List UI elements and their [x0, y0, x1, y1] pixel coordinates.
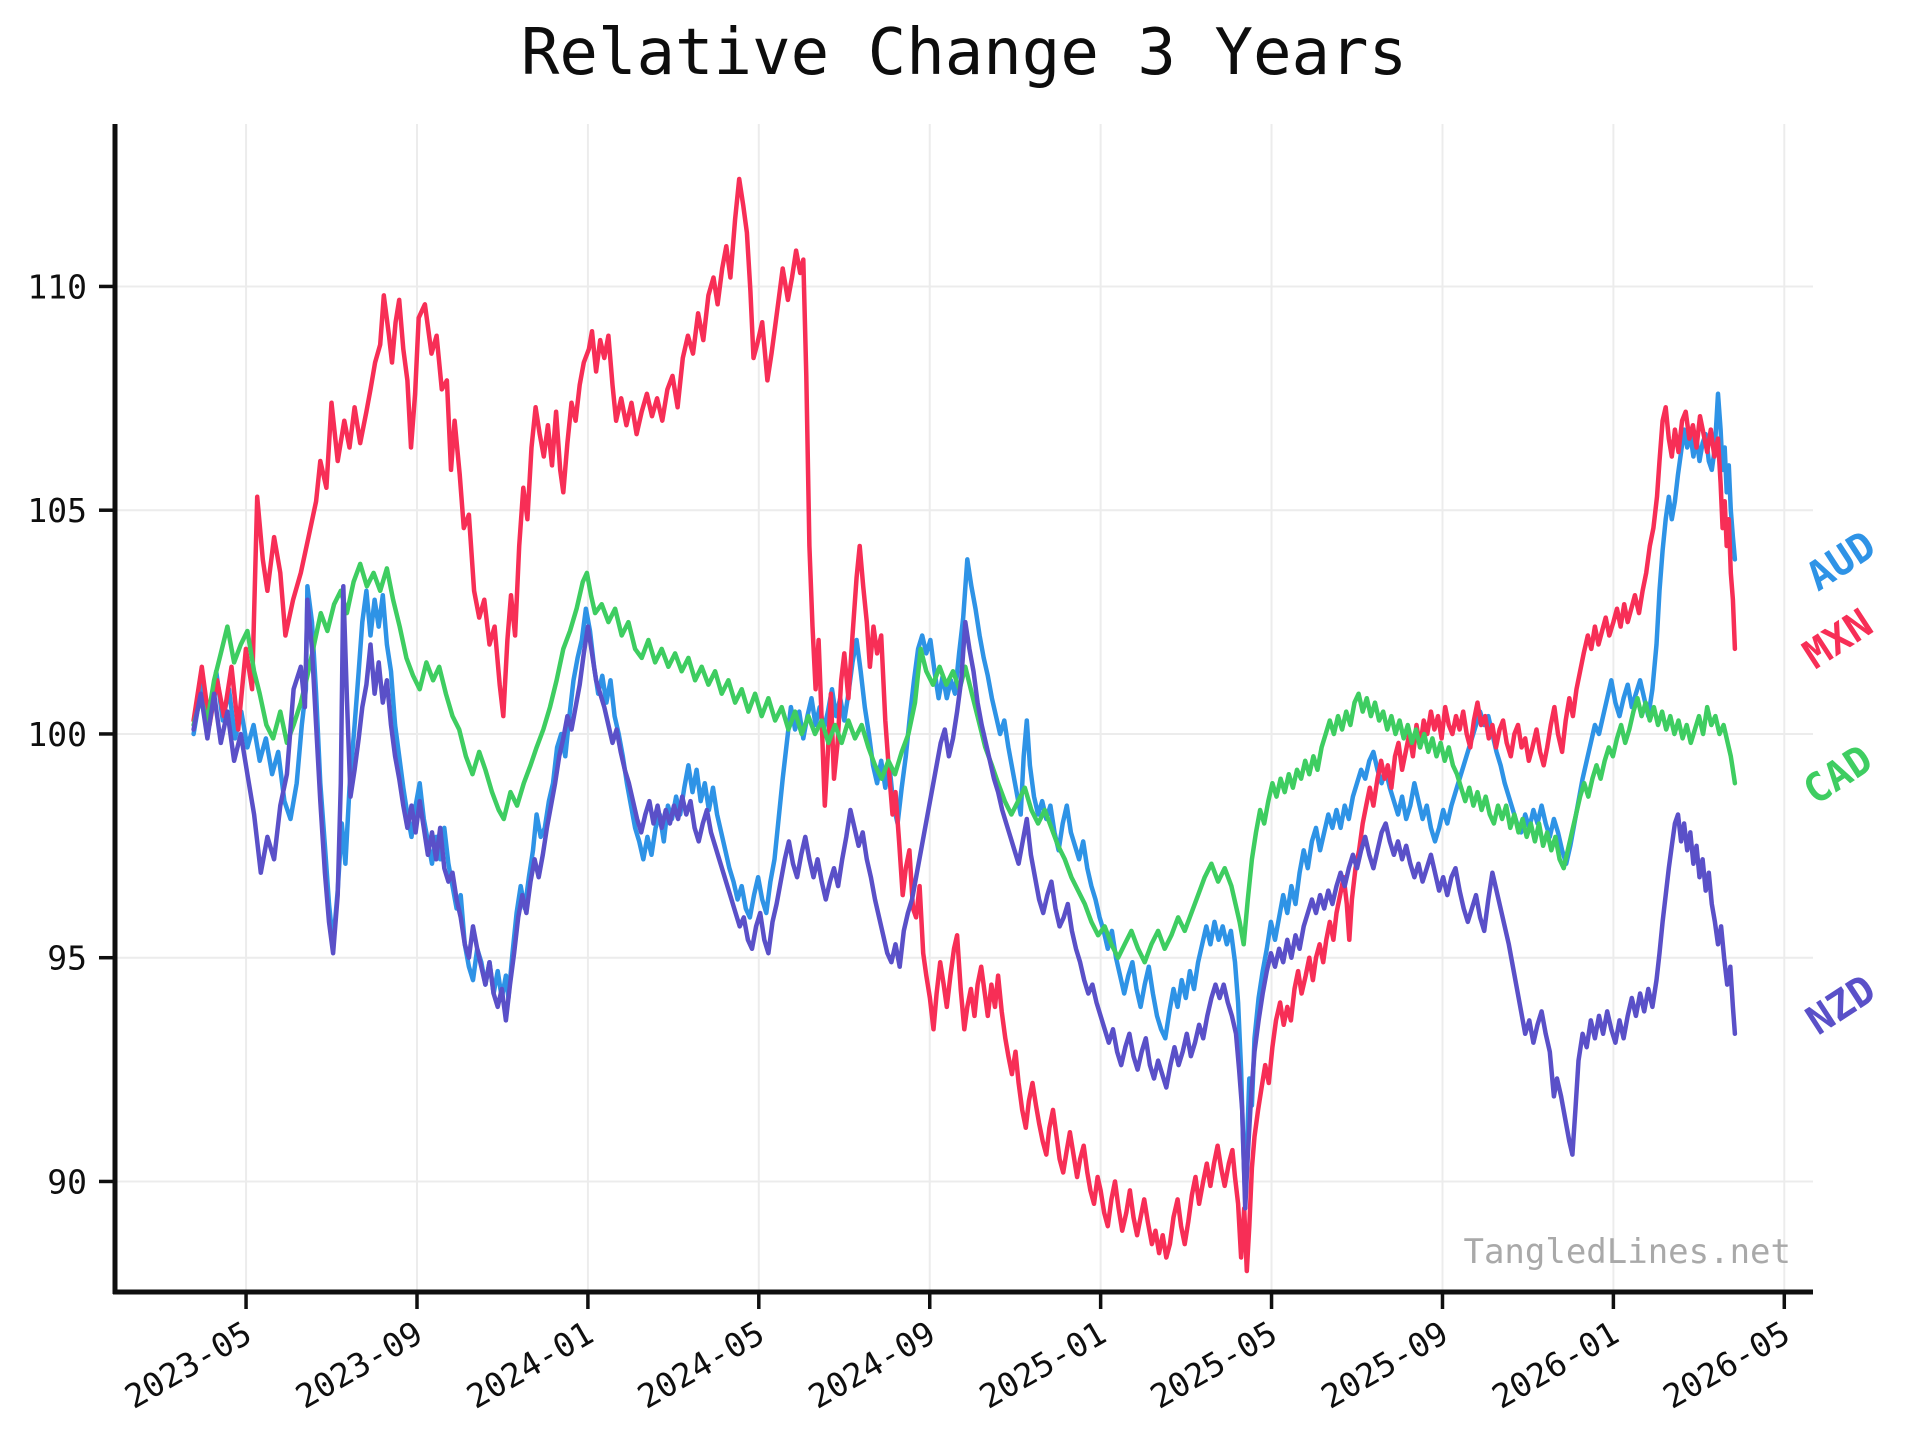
x-tick-label: 2026-05 [1656, 1313, 1796, 1416]
series-line-mxn [191, 176, 1738, 1274]
y-tick-label: 105 [27, 491, 87, 530]
x-tick-label: 2025-01 [973, 1313, 1113, 1416]
y-tick-label: 100 [27, 715, 87, 754]
x-tick-label: 2024-05 [631, 1313, 771, 1416]
legend-label-mxn: MXN [1795, 600, 1881, 678]
y-tick-label: 110 [27, 267, 87, 306]
chart-title: Relative Change 3 Years [521, 16, 1407, 90]
legend-label-nzd: NZD [1798, 966, 1884, 1044]
y-tick-label: 90 [47, 1162, 87, 1201]
legend-label-cad: CAD [1795, 736, 1881, 814]
plot-area: 90 95 100 105 110 2023-05 2023-09 2024-01 2024-0… [27, 124, 1813, 1416]
x-tick-label: 2024-01 [460, 1313, 600, 1416]
x-tick-label: 2023-09 [289, 1313, 429, 1416]
x-tick-label: 2026-01 [1485, 1313, 1625, 1416]
series-line-nzd [191, 584, 1738, 1211]
y-tick-label: 95 [47, 939, 87, 978]
x-tick-label: 2025-09 [1315, 1313, 1455, 1416]
series-line-cad [191, 561, 1738, 965]
watermark: TangledLines.net [1463, 1232, 1791, 1272]
legend-label-aud: AUD [1798, 522, 1884, 600]
x-tick-label: 2025-05 [1144, 1313, 1284, 1416]
x-tick-label: 2024-09 [802, 1313, 942, 1416]
x-tick-label: 2023-05 [118, 1313, 258, 1416]
series-line-aud [191, 391, 1738, 1202]
